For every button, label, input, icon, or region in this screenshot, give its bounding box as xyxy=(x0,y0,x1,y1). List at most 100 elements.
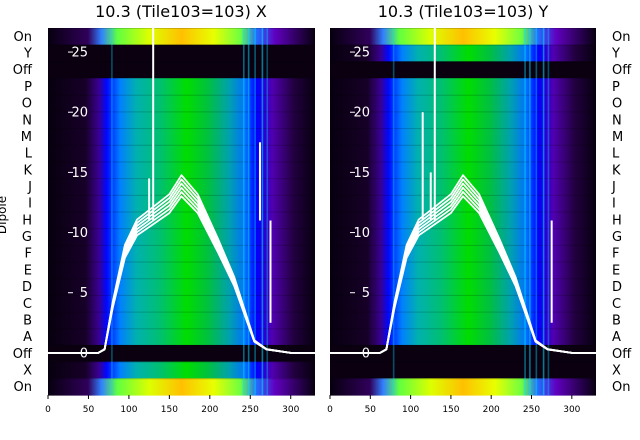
dipole-label-right: P xyxy=(612,80,620,95)
dipole-label-left: C xyxy=(23,297,32,312)
y-tick-label: 20 xyxy=(71,106,88,121)
y-tick-label: 15 xyxy=(71,166,88,181)
x-tick-label: 150 xyxy=(442,405,459,415)
dipole-label-left: B xyxy=(23,313,32,328)
heatmap-streak xyxy=(542,28,545,395)
dipole-label-right: D xyxy=(612,280,622,295)
heatmap-streak xyxy=(535,28,538,395)
dipole-label-left: E xyxy=(24,263,32,278)
dipole-label-right: C xyxy=(612,297,621,312)
x-tick-label: 250 xyxy=(523,405,540,415)
heatmap-row-separator xyxy=(330,44,596,46)
line-series xyxy=(330,174,596,354)
dipole-label-left: Y xyxy=(23,47,32,62)
heatmap-row-separator xyxy=(330,61,596,63)
heatmap-row xyxy=(330,144,596,163)
heatmap-row xyxy=(330,361,596,379)
dipole-label-left: K xyxy=(23,163,32,178)
heatmap-row xyxy=(48,144,315,163)
heatmap-row-separator xyxy=(48,44,315,46)
y-tick-label: 0 xyxy=(362,346,370,361)
heatmap-streak xyxy=(392,28,395,395)
heatmap-row-separator xyxy=(48,161,315,163)
dipole-label-right: Off xyxy=(612,63,632,78)
heatmap-streak xyxy=(524,28,526,395)
y-tick-label: 20 xyxy=(353,106,370,121)
dipole-label-right: M xyxy=(612,130,623,145)
heatmap-row xyxy=(330,378,596,396)
heatmap-row xyxy=(48,361,315,379)
dipole-label-left: F xyxy=(25,247,32,262)
heatmap-row-separator xyxy=(48,294,315,296)
heatmap-row xyxy=(48,211,315,229)
heatmap-row-separator xyxy=(330,244,596,246)
dipole-label-left: J xyxy=(27,180,32,195)
dipole-label-left: Off xyxy=(13,63,33,78)
heatmap-row-separator xyxy=(48,228,315,230)
heatmap-row xyxy=(48,78,315,96)
heatmap-row xyxy=(330,128,596,146)
heatmap-row xyxy=(48,311,315,329)
heatmap-row-separator xyxy=(48,244,315,246)
heatmap-row-separator xyxy=(48,128,315,130)
heatmap-row xyxy=(330,328,596,346)
heatmap-row xyxy=(48,228,315,246)
heatmap-row-separator xyxy=(330,78,596,80)
dipole-label-left: Off xyxy=(13,347,33,362)
heatmap-row-separator xyxy=(330,94,596,96)
x-tick-label: 300 xyxy=(282,405,299,415)
dipole-label-left: O xyxy=(22,97,32,112)
line-series xyxy=(48,174,315,354)
x-tick-label: 50 xyxy=(365,405,377,415)
y-tick-label: 0 xyxy=(80,346,88,361)
dipole-label-right: E xyxy=(612,263,620,278)
x-tick-label: 300 xyxy=(563,405,580,415)
dipole-label-right: F xyxy=(612,247,619,262)
dipole-label-left: P xyxy=(24,80,32,95)
dipole-label-right: Off xyxy=(612,347,632,362)
heatmap-row-separator xyxy=(48,328,315,330)
heatmap-row-separator xyxy=(48,94,315,96)
heatmap-row-separator xyxy=(330,294,596,296)
heatmap-row xyxy=(330,28,596,46)
dipole-label-left: X xyxy=(23,363,32,378)
heatmap-row xyxy=(48,378,315,396)
heatmap-row-separator xyxy=(48,311,315,313)
dipole-label-right: On xyxy=(612,30,630,45)
y-tick-label: 15 xyxy=(353,166,370,181)
dipole-label-right: J xyxy=(611,180,616,195)
heatmap-streak xyxy=(111,28,113,395)
dipole-label-right: H xyxy=(612,213,622,228)
heatmap-row-separator xyxy=(48,61,315,63)
heatmap-row-separator xyxy=(330,144,596,146)
heatmap-row xyxy=(48,328,315,346)
heatmap-streak xyxy=(529,28,531,395)
x-tick-label: 150 xyxy=(161,405,178,415)
heatmap-row xyxy=(330,244,596,263)
dipole-label-left: I xyxy=(28,197,32,212)
y-tick-label: 10 xyxy=(353,226,370,241)
panel-title-x: 10.3 (Tile103=103) X xyxy=(95,2,267,21)
heatmap-row xyxy=(330,311,596,329)
dipole-label-left: N xyxy=(22,113,32,128)
x-tick-label: 0 xyxy=(327,405,333,415)
dipole-label-left: L xyxy=(25,147,33,162)
heatmap-row xyxy=(48,94,315,113)
y-tick-label: 25 xyxy=(71,46,88,61)
heatmap-row-separator xyxy=(48,78,315,80)
dipole-label-right: On xyxy=(612,380,630,395)
x-tick-label: 0 xyxy=(45,405,51,415)
heatmap-row-separator xyxy=(330,378,596,380)
heatmap-row-separator xyxy=(330,328,596,330)
heatmap-row-separator xyxy=(48,344,315,346)
dipole-label-left: On xyxy=(14,30,32,45)
dipole-label-left: M xyxy=(21,130,32,145)
heatmap-row-separator xyxy=(48,278,315,280)
heatmap-row-separator xyxy=(330,228,596,230)
heatmap-row-separator xyxy=(48,144,315,146)
heatmap-row xyxy=(48,261,315,279)
x-tick-label: 50 xyxy=(83,405,95,415)
heatmap-row-separator xyxy=(330,28,596,29)
y-tick-label: 5 xyxy=(362,286,370,301)
